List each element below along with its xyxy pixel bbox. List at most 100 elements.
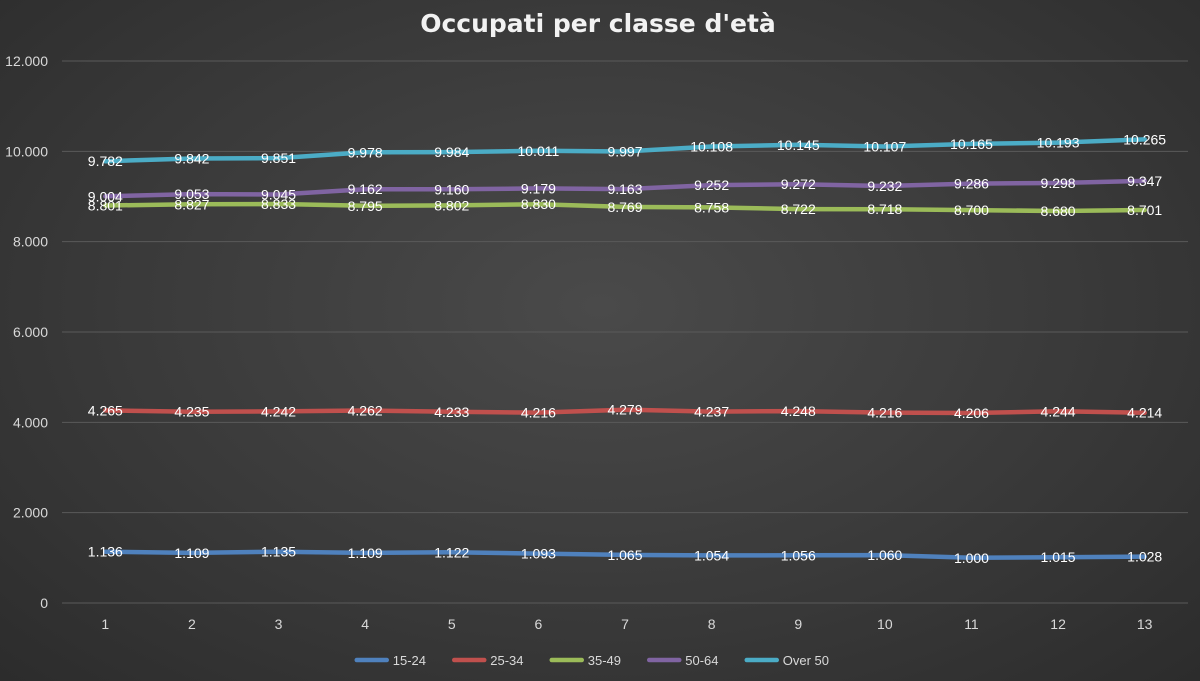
legend: 15-24 25-34 35-49 50-64 Over 50 [354,653,829,668]
legend-label: Over 50 [783,653,829,668]
data-label: 9.163 [607,181,642,197]
data-label: 1.000 [954,550,989,566]
y-tick-label: 6.000 [13,324,48,340]
data-label: 9.053 [174,186,209,202]
x-tick-label: 2 [188,616,196,632]
data-label: 8.801 [88,197,123,213]
x-tick-label: 8 [708,616,716,632]
data-label: 9.298 [1041,175,1076,191]
data-label: 9.045 [261,186,296,202]
data-label: 9.179 [521,180,556,196]
x-axis-ticks: 1 2 3 4 5 6 7 8 9 10 11 12 13 [101,616,1152,632]
x-tick-label: 12 [1050,616,1066,632]
data-label: 1.135 [261,544,296,560]
data-label: 8.769 [607,199,642,215]
data-label: 4.242 [261,403,296,419]
x-tick-label: 5 [448,616,456,632]
x-tick-label: 11 [964,616,979,632]
data-label: 8.700 [954,202,989,218]
x-tick-label: 3 [275,616,283,632]
data-label: 9.160 [434,181,469,197]
data-label: 1.093 [521,546,556,562]
data-label: 1.060 [867,547,902,563]
data-label: 8.827 [174,196,209,212]
x-tick-label: 6 [534,616,542,632]
data-label: 9.232 [867,178,902,194]
x-tick-label: 1 [101,616,109,632]
legend-label: 15-24 [393,653,426,668]
y-tick-label: 10.000 [5,143,48,159]
data-label: 9.997 [607,143,642,159]
y-tick-label: 2.000 [13,505,48,521]
data-label: 9.162 [348,181,383,197]
data-label: 9.252 [694,177,729,193]
data-label: 1.015 [1041,549,1076,565]
data-label: 9.272 [781,176,816,192]
data-label: 4.214 [1127,405,1162,421]
series-lines [103,137,1147,561]
legend-label: 50-64 [685,653,718,668]
data-label: 8.718 [867,201,902,217]
x-tick-label: 10 [877,616,893,632]
data-label: 1.056 [781,547,816,563]
data-label: 8.758 [694,199,729,215]
data-label: 9.004 [88,188,123,204]
chart-title: Occupati per classe d'età [420,9,776,38]
data-label: 4.248 [781,403,816,419]
x-tick-label: 7 [621,616,629,632]
data-label: 10.011 [517,143,559,159]
data-label: 4.265 [88,402,123,418]
series-line-15-24 [103,549,1147,561]
data-label: 8.795 [348,198,383,214]
series-line-over-50 [103,137,1147,164]
data-label: 4.233 [434,404,469,420]
data-label: 9.984 [434,144,469,160]
data-label: 1.065 [607,547,642,563]
data-label: 1.054 [694,547,729,563]
data-label: 10.107 [863,139,906,155]
data-label: 8.680 [1041,203,1076,219]
x-tick-label: 13 [1137,616,1153,632]
data-label: 9.851 [261,150,296,166]
y-axis-ticks: 0 2.000 4.000 6.000 8.000 10.000 12.000 [5,53,48,611]
data-label: 9.782 [88,153,123,169]
y-tick-label: 4.000 [13,414,48,430]
data-label: 10.108 [690,138,733,154]
data-label: 9.842 [174,150,209,166]
series-line-25-34 [103,407,1147,416]
series-line-35-49 [103,201,1147,214]
data-label: 4.262 [348,402,383,418]
data-label: 4.244 [1041,403,1076,419]
data-label: 4.216 [867,405,902,421]
data-label: 9.286 [954,176,989,192]
y-tick-label: 8.000 [13,234,48,250]
data-label: 8.701 [1127,202,1162,218]
data-label: 1.122 [434,544,469,560]
legend-label: 35-49 [588,653,621,668]
data-label: 1.109 [174,545,209,561]
legend-label: 25-34 [490,653,523,668]
data-label: 4.279 [607,402,642,418]
data-label: 4.237 [694,404,729,420]
data-label: 4.206 [954,405,989,421]
x-tick-label: 9 [794,616,802,632]
y-tick-label: 12.000 [5,53,48,69]
data-label: 9.347 [1127,173,1162,189]
data-label: 1.109 [348,545,383,561]
data-label: 9.978 [348,144,383,160]
data-label: 10.265 [1123,131,1166,147]
data-label: 10.165 [950,136,993,152]
data-label: 10.193 [1037,135,1080,151]
data-label: 8.830 [521,196,556,212]
data-label: 8.833 [261,196,296,212]
data-label: 10.145 [777,137,820,153]
data-label: 8.722 [781,201,816,217]
data-labels: 1.136 1.109 1.135 1.109 1.122 1.093 1.065 1.054… [88,131,1167,565]
x-tick-label: 4 [361,616,369,632]
series-line-50-64 [103,178,1147,199]
data-label: 1.028 [1127,549,1162,565]
data-label: 8.802 [434,197,469,213]
data-label: 4.216 [521,405,556,421]
